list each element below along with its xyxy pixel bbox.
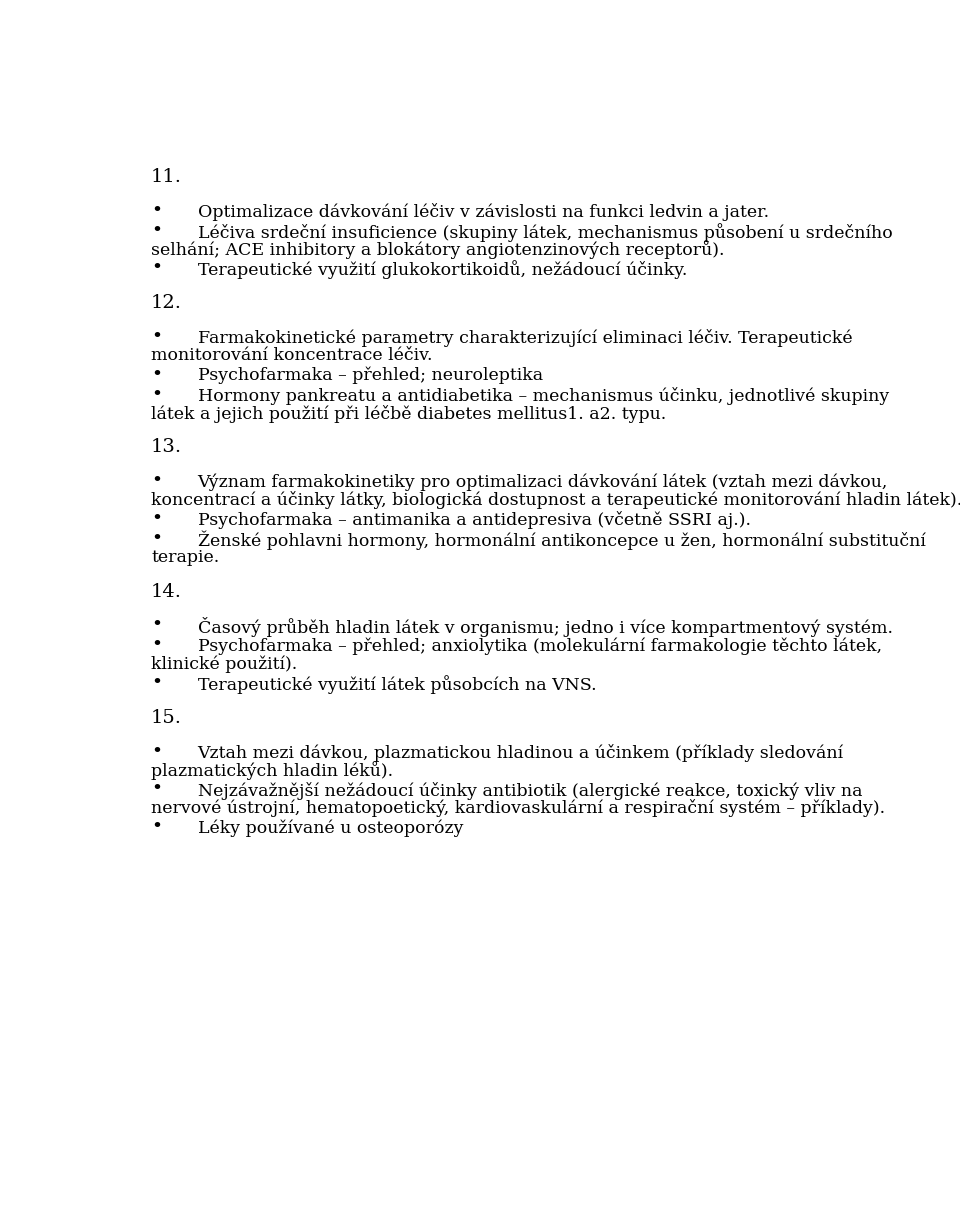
Text: terapie.: terapie.: [151, 549, 219, 566]
Text: Psychofarmaka – přehled; neuroleptika: Psychofarmaka – přehled; neuroleptika: [198, 367, 542, 384]
Text: 15.: 15.: [151, 709, 182, 727]
Text: Hormony pankreatu a antidiabetika – mechanismus účinku, jednotlivé skupiny: Hormony pankreatu a antidiabetika – mech…: [198, 386, 889, 405]
Text: Psychofarmaka – přehled; anxiolytika (molekulární farmakologie těchto látek,: Psychofarmaka – přehled; anxiolytika (mo…: [198, 638, 881, 655]
Text: •: •: [151, 818, 162, 836]
Text: Ženské pohlavni hormony, hormonální antikoncepce u žen, hormonální substituční: Ženské pohlavni hormony, hormonální anti…: [198, 531, 925, 551]
Text: Optimalizace dávkování léčiv v závislosti na funkci ledvin a jater.: Optimalizace dávkování léčiv v závislost…: [198, 202, 769, 221]
Text: Vztah mezi dávkou, plazmatickou hladinou a účinkem (příklady sledování: Vztah mezi dávkou, plazmatickou hladinou…: [198, 744, 844, 762]
Text: •: •: [151, 201, 162, 219]
Text: látek a jejich použití při léčbě diabetes mellitus1. a2. typu.: látek a jejich použití při léčbě diabete…: [151, 405, 666, 423]
Text: •: •: [151, 636, 162, 655]
Text: •: •: [151, 617, 162, 634]
Text: Farmakokinetické parametry charakterizující eliminaci léčiv. Terapeutické: Farmakokinetické parametry charakterizuj…: [198, 329, 852, 347]
Text: Význam farmakokinetiky pro optimalizaci dávkování látek (vztah mezi dávkou,: Význam farmakokinetiky pro optimalizaci …: [198, 473, 888, 491]
Text: •: •: [151, 510, 162, 528]
Text: •: •: [151, 366, 162, 384]
Text: •: •: [151, 742, 162, 761]
Text: 13.: 13.: [151, 439, 182, 456]
Text: plazmatických hladin léků).: plazmatických hladin léků).: [151, 762, 394, 780]
Text: selhání; ACE inhibitory a blokátory angiotenzinových receptorů).: selhání; ACE inhibitory a blokátory angi…: [151, 240, 725, 260]
Text: •: •: [151, 328, 162, 346]
Text: monitorování koncentrace léčiv.: monitorování koncentrace léčiv.: [151, 346, 433, 363]
Text: Léky používané u osteoporózy: Léky používané u osteoporózy: [198, 819, 463, 836]
Text: Léčiva srdeční insuficience (skupiny látek, mechanismus působení u srdečního: Léčiva srdeční insuficience (skupiny lát…: [198, 223, 892, 241]
Text: 14.: 14.: [151, 583, 182, 601]
Text: Terapeutické využití látek působcích na VNS.: Terapeutické využití látek působcích na …: [198, 675, 596, 694]
Text: nervové ústrojní, hematopoetický, kardiovaskulární a respirační systém – příklad: nervové ústrojní, hematopoetický, kardio…: [151, 800, 885, 817]
Text: Nejzávažnější nežádoucí účinky antibiotik (alergické reakce, toxický vliv na: Nejzávažnější nežádoucí účinky antibioti…: [198, 781, 862, 800]
Text: •: •: [151, 530, 162, 549]
Text: Psychofarmaka – antimanika a antidepresiva (včetně SSRI aj.).: Psychofarmaka – antimanika a antidepresi…: [198, 511, 751, 529]
Text: •: •: [151, 222, 162, 240]
Text: Časový průběh hladin látek v organismu; jedno i více kompartmentový systém.: Časový průběh hladin látek v organismu; …: [198, 617, 893, 638]
Text: •: •: [151, 674, 162, 692]
Text: 12.: 12.: [151, 294, 182, 312]
Text: klinické použití).: klinické použití).: [151, 655, 298, 673]
Text: •: •: [151, 472, 162, 490]
Text: 11.: 11.: [151, 168, 182, 185]
Text: Terapeutické využití glukokortikoidů, nežádoucí účinky.: Terapeutické využití glukokortikoidů, ne…: [198, 261, 686, 279]
Text: koncentrací a účinky látky, biologická dostupnost a terapeutické monitorování hl: koncentrací a účinky látky, biologická d…: [151, 491, 960, 508]
Text: •: •: [151, 260, 162, 278]
Text: •: •: [151, 385, 162, 403]
Text: •: •: [151, 780, 162, 798]
